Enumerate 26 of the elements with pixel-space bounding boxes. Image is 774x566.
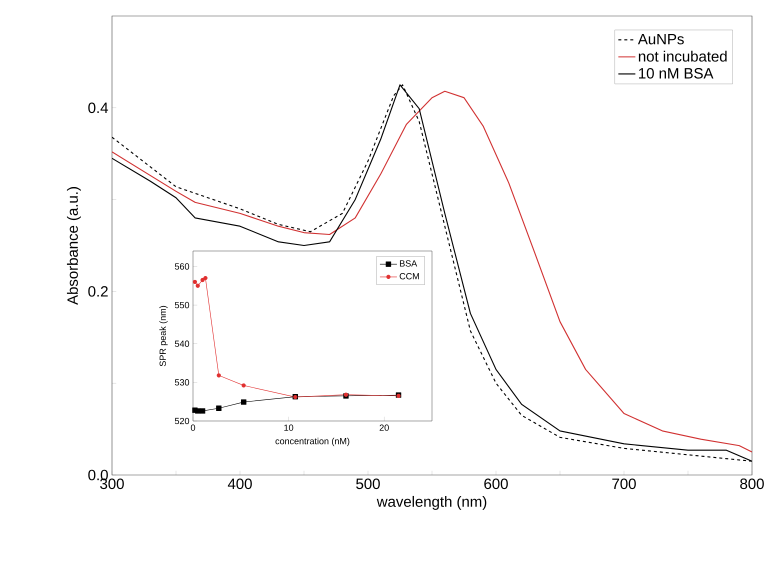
y-tick-label: 0.2: [88, 286, 108, 297]
x-tick-label: 800: [740, 478, 764, 490]
y-tick-label: 560: [174, 263, 190, 270]
legend-label: AuNPs: [638, 34, 684, 44]
x-tick-label: 0: [190, 424, 196, 431]
y-tick-label: 0.4: [88, 102, 108, 114]
y-tick-label: 0.0: [88, 470, 108, 480]
x-tick-label: 700: [612, 478, 636, 490]
x-tick-label: 500: [356, 478, 380, 490]
y-tick-label: 530: [174, 379, 190, 386]
y-tick-label: 520: [174, 418, 190, 424]
x-axis-title: wavelength (nm): [376, 496, 486, 510]
x-tick-label: 20: [380, 424, 389, 431]
y-axis-title: SPR peak (nm): [159, 306, 168, 366]
legend-label: BSA: [400, 260, 418, 267]
y-tick-label: 540: [174, 340, 190, 347]
legend-label: not incubated: [638, 50, 727, 62]
legend-label: CCM: [400, 273, 419, 280]
x-tick-label: 300: [100, 478, 124, 490]
y-tick-label: 550: [174, 302, 190, 308]
x-tick-label: 400: [228, 478, 252, 490]
x-tick-label: 10: [284, 424, 294, 431]
y-axis-title: Absorbance (a.u.): [66, 187, 81, 305]
x-axis-title: concentration (nM): [276, 438, 350, 446]
legend-label: 10 nM BSA: [639, 68, 714, 79]
x-tick-label: 600: [484, 478, 508, 490]
